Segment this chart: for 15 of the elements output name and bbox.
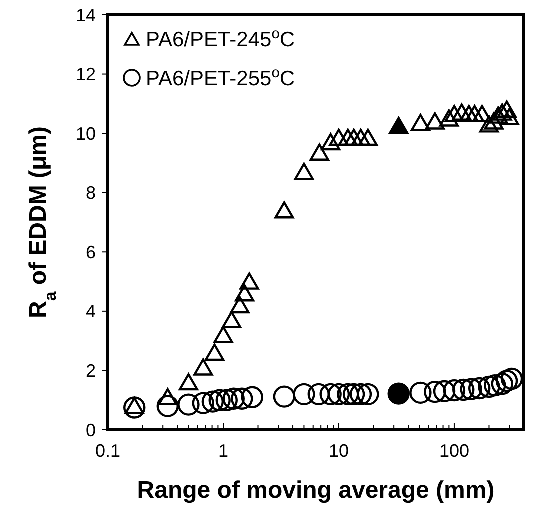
y-tick-label: 6 xyxy=(86,242,96,262)
x-axis-title: Range of moving average (mm) xyxy=(137,477,495,504)
x-tick-label: 10 xyxy=(328,441,349,461)
x-tick-label: 100 xyxy=(439,441,470,461)
legend-label: PA6/PET-245$^{o}$C xyxy=(146,26,296,52)
x-tick-label: 0.1 xyxy=(95,441,121,461)
x-tick-label: 1 xyxy=(218,441,228,461)
y-tick-label: 2 xyxy=(86,361,96,382)
legend-label: PA6/PET-255$^{o}$C xyxy=(146,65,296,90)
y-tick-label: 10 xyxy=(76,124,96,144)
y-tick-label: 12 xyxy=(76,64,96,85)
y-tick-label: 4 xyxy=(86,302,96,322)
y-tick-label: 14 xyxy=(76,5,96,26)
y-tick-label: 8 xyxy=(86,183,96,204)
y-tick-label: 0 xyxy=(86,420,96,440)
